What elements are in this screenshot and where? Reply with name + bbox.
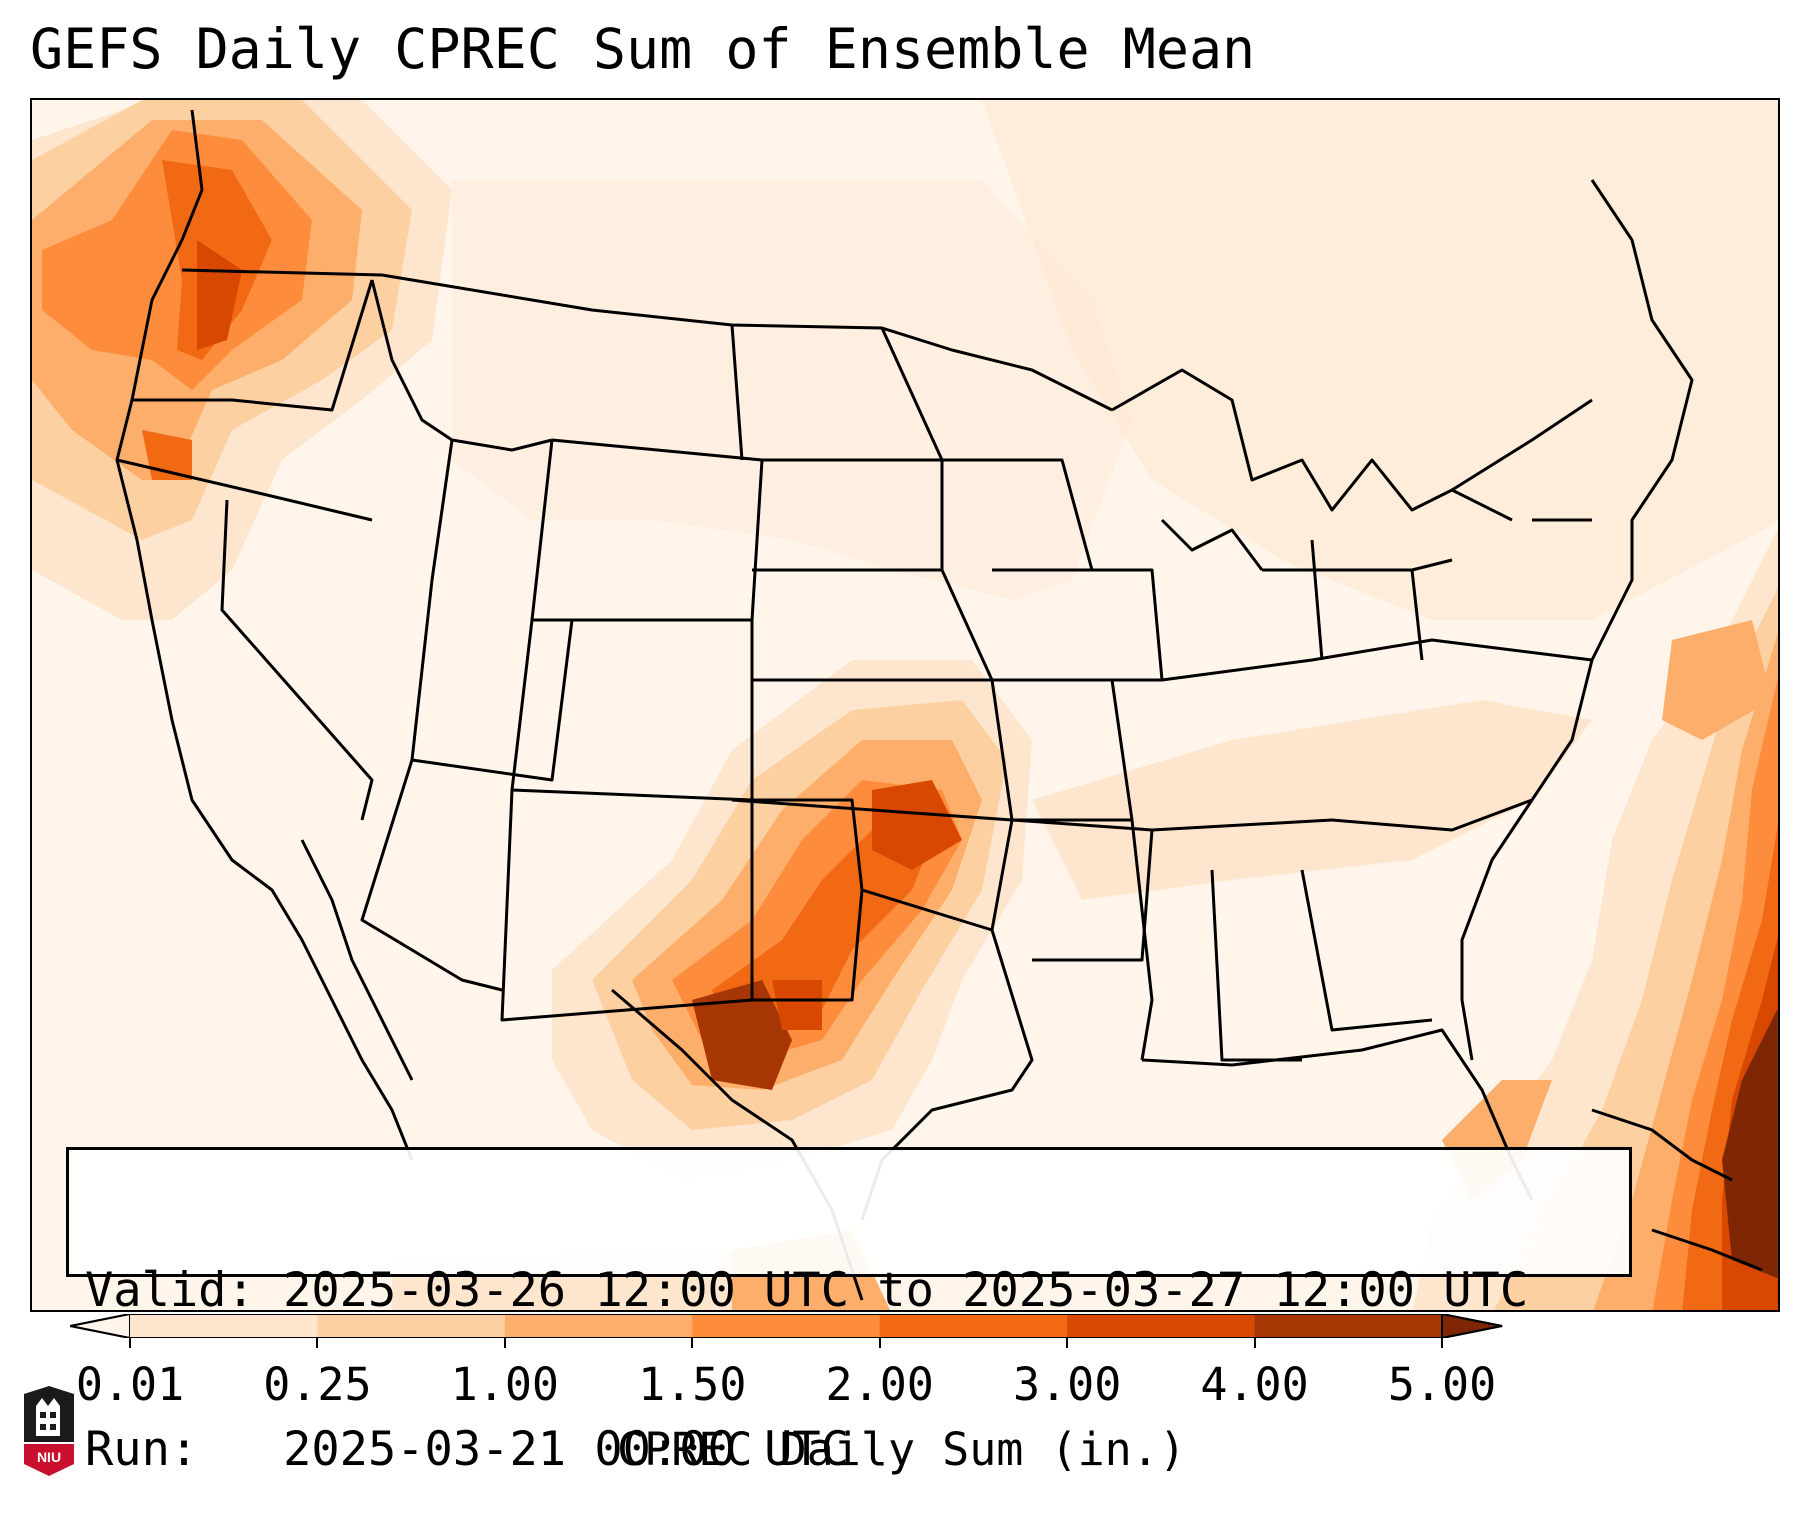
colorbar-segment <box>504 1314 693 1338</box>
colorbar-tick-mark <box>691 1338 694 1348</box>
colorbar-segment <box>692 1314 881 1338</box>
colorbar-under-triangle <box>70 1314 131 1338</box>
colorbar-label: CPREC Daily Sum (in.) <box>617 1423 1186 1476</box>
colorbar-segment <box>879 1314 1068 1338</box>
colorbar-segment <box>1067 1314 1256 1338</box>
valid-time-text: Valid: 2025-03-26 12:00 UTC to 2025-03-2… <box>85 1263 1529 1318</box>
colorbar-tick-label: 3.00 <box>1012 1358 1122 1411</box>
colorbar-outline <box>70 1314 1503 1338</box>
colorbar-tick-mark <box>1441 1338 1443 1348</box>
colorbar-tick-mark <box>503 1338 506 1348</box>
precipitation-map <box>30 98 1780 1312</box>
niu-logo-icon: NIU <box>24 1386 74 1476</box>
colorbar-tick-label: 4.00 <box>1200 1358 1309 1411</box>
colorbar-tick-mark <box>316 1338 319 1348</box>
colorbar-tick-label: 5.00 <box>1387 1358 1497 1411</box>
colorbar-segment <box>1254 1314 1443 1338</box>
colorbar-tick-label: 1.50 <box>638 1358 747 1411</box>
colorbar-tick-label: 2.00 <box>825 1358 934 1411</box>
run-time-text: Run: 2025-03-21 00:00 UTC <box>85 1422 850 1477</box>
colorbar-tick-mark <box>1253 1338 1256 1348</box>
colorbar-tick-label: 1.00 <box>450 1358 560 1411</box>
colorbar-tick-label: 0.01 <box>75 1358 185 1411</box>
colorbar <box>70 1314 1740 1338</box>
precip-shading <box>32 100 1778 1310</box>
colorbar-tick-mark <box>1066 1338 1069 1348</box>
map-title: GEFS Daily CPREC Sum of Ensemble Mean <box>30 17 1256 81</box>
niu-logo-text: NIU <box>37 1449 61 1465</box>
niu-logo: NIU <box>20 1384 78 1480</box>
colorbar-svg <box>70 1314 1503 1338</box>
colorbar-tick-mark <box>129 1338 131 1348</box>
colorbar-tick-label: 0.25 <box>263 1358 372 1411</box>
map-canvas <box>32 100 1778 1310</box>
colorbar-over-triangle <box>1441 1314 1503 1338</box>
colorbar-segment <box>317 1314 506 1338</box>
colorbar-segment <box>130 1314 318 1338</box>
valid-run-info-box: Valid: 2025-03-26 12:00 UTC to 2025-03-2… <box>66 1147 1632 1476</box>
colorbar-tick-mark <box>878 1338 881 1348</box>
